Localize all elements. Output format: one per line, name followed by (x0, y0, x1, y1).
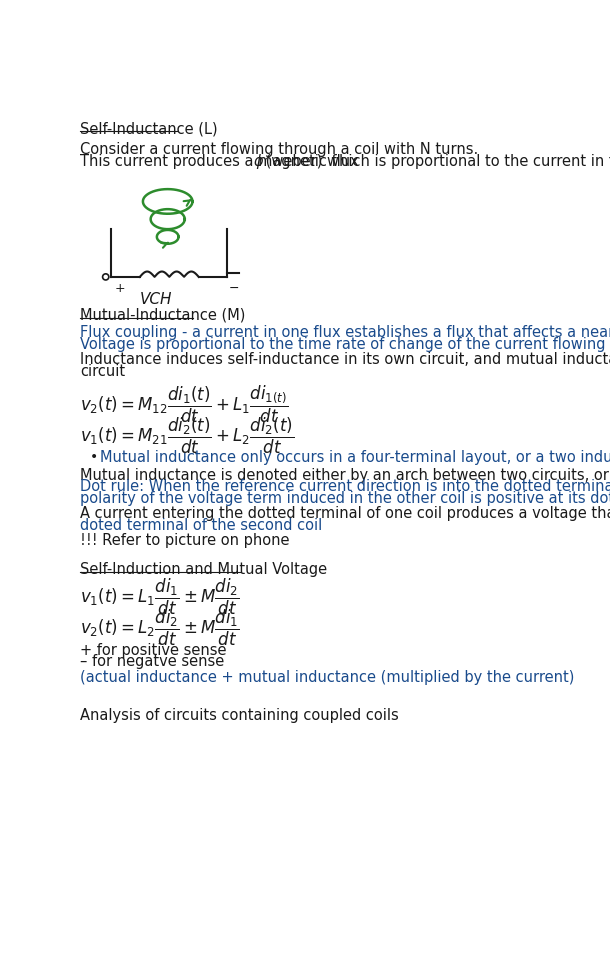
Text: +: + (115, 281, 126, 295)
Text: $v_2(t) = L_2\dfrac{di_2}{dt} \pm M\dfrac{di_1}{dt}$: $v_2(t) = L_2\dfrac{di_2}{dt} \pm M\dfra… (80, 608, 240, 648)
Text: doted terminal of the second coil: doted terminal of the second coil (80, 517, 322, 533)
Text: Voltage is proportional to the time rate of change of the current flowing throug: Voltage is proportional to the time rate… (80, 337, 610, 352)
Text: !!! Refer to picture on phone: !!! Refer to picture on phone (80, 534, 290, 548)
Text: $v_1(t) = M_{21}\dfrac{di_2(t)}{dt} + L_2\dfrac{di_2(t)}{dt}$: $v_1(t) = M_{21}\dfrac{di_2(t)}{dt} + L_… (80, 416, 294, 456)
Text: circuit: circuit (80, 364, 125, 379)
Text: This current produces a magnetic flux: This current produces a magnetic flux (80, 154, 364, 169)
Text: (weber) which is proportional to the current in the coil: (weber) which is proportional to the cur… (262, 154, 610, 169)
Text: Flux coupling - a current in one flux establishes a flux that affects a nearby s: Flux coupling - a current in one flux es… (80, 325, 610, 341)
Text: Consider a current flowing through a coil with N turns.: Consider a current flowing through a coi… (80, 142, 478, 157)
Text: •: • (90, 450, 98, 464)
Text: Mutual-Inductance (M): Mutual-Inductance (M) (80, 308, 245, 323)
Text: Dot rule: When the reference current direction is into the dotted terminal of on: Dot rule: When the reference current dir… (80, 479, 610, 494)
Text: Mutual inductance is denoted either by an arch between two circuits, or by dots.: Mutual inductance is denoted either by a… (80, 468, 610, 483)
Text: −: − (229, 281, 239, 295)
Text: $v_2(t) = M_{12}\dfrac{di_1(t)}{dt} + L_1\dfrac{di_{1(t)}}{dt}$: $v_2(t) = M_{12}\dfrac{di_1(t)}{dt} + L_… (80, 383, 289, 424)
Text: (actual inductance + mutual inductance (multiplied by the current): (actual inductance + mutual inductance (… (80, 670, 575, 684)
Text: A current entering the dotted terminal of one coil produces a voltage that is po: A current entering the dotted terminal o… (80, 506, 610, 521)
Text: – for negatve sense: – for negatve sense (80, 654, 224, 669)
Text: Mutual inductance only occurs in a four-terminal layout, or a two inductor layou: Mutual inductance only occurs in a four-… (99, 450, 610, 466)
Text: $v_1(t) = L_1\dfrac{di_1}{dt} \pm M\dfrac{di_2}{dt}$: $v_1(t) = L_1\dfrac{di_1}{dt} \pm M\dfra… (80, 577, 240, 617)
Text: Self-Induction and Mutual Voltage: Self-Induction and Mutual Voltage (80, 562, 327, 577)
Text: Inductance induces self-inductance in its own circuit, and mutual inductance on : Inductance induces self-inductance in it… (80, 352, 610, 368)
Text: polarity of the voltage term induced in the other coil is positive at its dotted: polarity of the voltage term induced in … (80, 491, 610, 506)
Text: Self-Inductance (L): Self-Inductance (L) (80, 121, 218, 136)
Text: + for positive sense: + for positive sense (80, 642, 227, 658)
Text: Analysis of circuits containing coupled coils: Analysis of circuits containing coupled … (80, 708, 399, 723)
Text: ϕ: ϕ (254, 154, 264, 169)
Text: VCH: VCH (140, 292, 172, 307)
